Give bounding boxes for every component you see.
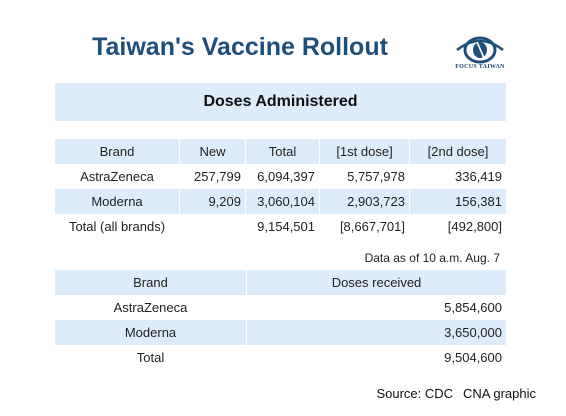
cell-brand: Total (all brands) (68, 219, 166, 234)
cell-first-dose: 5,757,978 (319, 164, 409, 189)
table-row: AstraZeneca 5,854,600 (55, 295, 506, 320)
section-title: Doses Administered (55, 83, 506, 121)
header-brand: Brand (55, 139, 179, 164)
table-row: AstraZeneca 257,799 6,094,397 5,757,978 … (55, 164, 506, 189)
cell-new: 9,209 (179, 189, 245, 214)
focus-taiwan-logo-icon (456, 36, 504, 64)
cell-doses-received: 5,854,600 (246, 295, 506, 320)
doses-received-table: Brand Doses received AstraZeneca 5,854,6… (55, 270, 506, 370)
source-label: Source: CDC (376, 386, 454, 401)
table-row: Moderna 3,650,000 (55, 320, 506, 345)
cell-total: 3,060,104 (245, 189, 319, 214)
cell-first-dose: 2,903,723 (319, 189, 409, 214)
source-credit: Source: CDC CNA graphic (300, 386, 536, 401)
table-row: Total 9,504,600 (55, 345, 506, 370)
table-row: Moderna 9,209 3,060,104 2,903,723 156,38… (55, 189, 506, 214)
graphic-credit: CNA graphic (463, 386, 536, 401)
cell-second-dose: 156,381 (409, 189, 506, 214)
header-second-dose: [2nd dose] (409, 139, 506, 164)
cell-total: 9,154,501 (245, 214, 319, 239)
cell-new: 257,799 (179, 164, 245, 189)
table-header-row: Brand New Total [1st dose] [2nd dose] (55, 139, 506, 164)
cell-second-dose: 336,419 (409, 164, 506, 189)
cell-total: 6,094,397 (245, 164, 319, 189)
header-new: New (179, 139, 245, 164)
header-first-dose: [1st dose] (319, 139, 409, 164)
cell-first-dose: [8,667,701] (319, 214, 409, 239)
cell-brand: Moderna (55, 189, 179, 214)
data-timestamp-note: Data as of 10 a.m. Aug. 7 (364, 251, 500, 265)
cell-brand: AstraZeneca (80, 169, 154, 184)
header-total: Total (245, 139, 319, 164)
logo-text: FOCUS TAIWAN (455, 64, 505, 70)
table-row: Total (all brands) 9,154,501 [8,667,701]… (55, 214, 506, 239)
cell-doses-received: 9,504,600 (246, 345, 506, 370)
page-title: Taiwan's Vaccine Rollout (92, 33, 388, 61)
table-header-row: Brand Doses received (55, 270, 506, 295)
cell-second-dose: [492,800] (409, 214, 506, 239)
cell-new (179, 214, 245, 239)
cell-brand: AstraZeneca (113, 300, 188, 315)
cell-brand: Moderna (55, 320, 246, 345)
header-doses-received: Doses received (246, 270, 506, 295)
header-brand: Brand (55, 270, 246, 295)
cell-doses-received: 3,650,000 (246, 320, 506, 345)
doses-administered-table: Brand New Total [1st dose] [2nd dose] As… (55, 139, 506, 239)
cell-brand: Total (136, 350, 165, 365)
